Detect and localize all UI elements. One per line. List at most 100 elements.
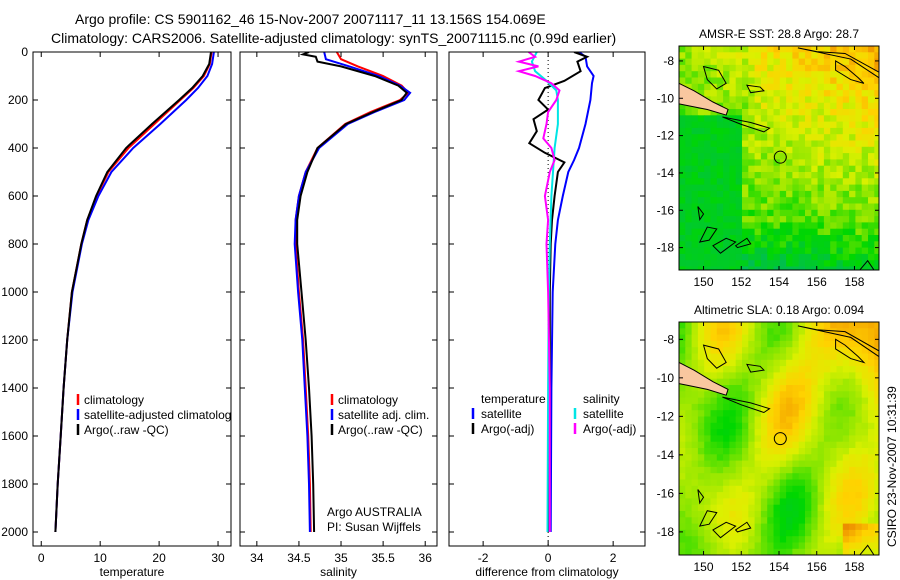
map-cell xyxy=(691,77,699,85)
series-line-salinity-argo-adj- xyxy=(515,52,561,532)
map-cell xyxy=(760,184,768,192)
map-cell xyxy=(767,46,774,53)
map-cell xyxy=(792,71,800,78)
map-cell xyxy=(691,523,699,531)
map-cell xyxy=(742,403,749,411)
map-cell xyxy=(868,140,875,148)
map-cell xyxy=(811,127,819,135)
map-cell xyxy=(760,492,768,499)
map-cell xyxy=(855,322,863,329)
map-cell xyxy=(710,517,718,525)
map-cell xyxy=(748,460,756,468)
map-cell xyxy=(849,498,856,506)
map-cell xyxy=(849,529,856,537)
map-cell xyxy=(811,322,819,329)
map-cell xyxy=(842,90,850,97)
map-cell xyxy=(710,485,718,493)
series-line-argo-raw-qc- xyxy=(54,52,212,533)
map-cell xyxy=(855,536,863,543)
map-cell xyxy=(679,397,686,405)
map-cell xyxy=(823,460,831,468)
map-cell xyxy=(767,77,774,85)
axes-frame xyxy=(32,51,232,547)
map-cell xyxy=(679,435,686,443)
map-cell xyxy=(767,391,774,399)
map-cell xyxy=(716,429,724,436)
map-cell xyxy=(792,517,800,525)
map-cell xyxy=(767,134,774,141)
map-cell xyxy=(811,165,819,173)
map-cell xyxy=(679,391,686,399)
map-cell xyxy=(792,172,800,179)
map-cell xyxy=(861,146,869,154)
map-cell xyxy=(836,385,844,392)
map-cell xyxy=(779,391,787,399)
map-cell xyxy=(830,127,837,135)
map-cell xyxy=(792,473,800,480)
map-cell xyxy=(748,127,756,135)
map-cell xyxy=(786,83,793,91)
map-cell xyxy=(773,347,781,354)
map-cell xyxy=(773,77,781,85)
map-cell xyxy=(779,46,787,53)
map-cell xyxy=(842,340,850,348)
map-cell xyxy=(842,397,850,405)
map-cell xyxy=(748,347,756,354)
map-cell xyxy=(798,435,806,443)
map-cell xyxy=(729,416,737,424)
map-cell xyxy=(773,90,781,97)
map-cell xyxy=(874,266,879,270)
map-cell xyxy=(792,121,800,129)
map-cell xyxy=(830,121,837,129)
map-cell xyxy=(805,64,812,72)
map-cell xyxy=(823,140,831,148)
map-cell xyxy=(836,378,844,386)
map-cell xyxy=(868,121,875,129)
map-cell xyxy=(811,448,819,455)
map-cell xyxy=(748,498,756,506)
map-cell xyxy=(685,536,693,543)
x-axis-label: temperature xyxy=(100,565,165,579)
map-cell xyxy=(779,403,787,411)
map-cell xyxy=(773,197,781,204)
map-cell xyxy=(729,58,737,66)
map-cell xyxy=(710,441,718,449)
map-cell xyxy=(716,479,724,487)
map-cell xyxy=(716,391,724,399)
map-cell xyxy=(716,216,724,223)
map-cell xyxy=(830,260,837,267)
map-cell xyxy=(723,366,730,373)
map-cell xyxy=(685,266,693,270)
x-tick-label: 10 xyxy=(93,551,107,565)
map-cell xyxy=(855,492,863,499)
map-cell xyxy=(861,542,869,550)
map-cell xyxy=(748,64,756,72)
map-cell xyxy=(729,146,737,154)
map-cell xyxy=(786,410,793,417)
map-cell xyxy=(792,523,800,531)
map-cell xyxy=(830,441,837,449)
map-cell xyxy=(836,178,844,186)
map-cell xyxy=(685,403,693,411)
map-cell xyxy=(729,441,737,449)
map-cell xyxy=(868,448,875,455)
map-cell xyxy=(729,153,737,160)
map-cell xyxy=(773,410,781,417)
map-cell xyxy=(754,473,762,480)
map-cell xyxy=(704,429,711,436)
map-cell xyxy=(861,397,869,405)
map-cell xyxy=(767,403,774,411)
map-cell xyxy=(742,159,749,167)
map-cell xyxy=(823,410,831,417)
map-cell xyxy=(817,372,825,380)
map-cell xyxy=(830,353,837,361)
map-cell xyxy=(792,422,800,430)
map-cell xyxy=(849,115,856,123)
map-cell xyxy=(773,385,781,392)
map-cell xyxy=(786,58,793,66)
map-cell xyxy=(798,209,806,217)
map-cell xyxy=(874,140,879,148)
map-cell xyxy=(754,536,762,543)
map-cell xyxy=(679,247,686,255)
map-cell xyxy=(792,197,800,204)
